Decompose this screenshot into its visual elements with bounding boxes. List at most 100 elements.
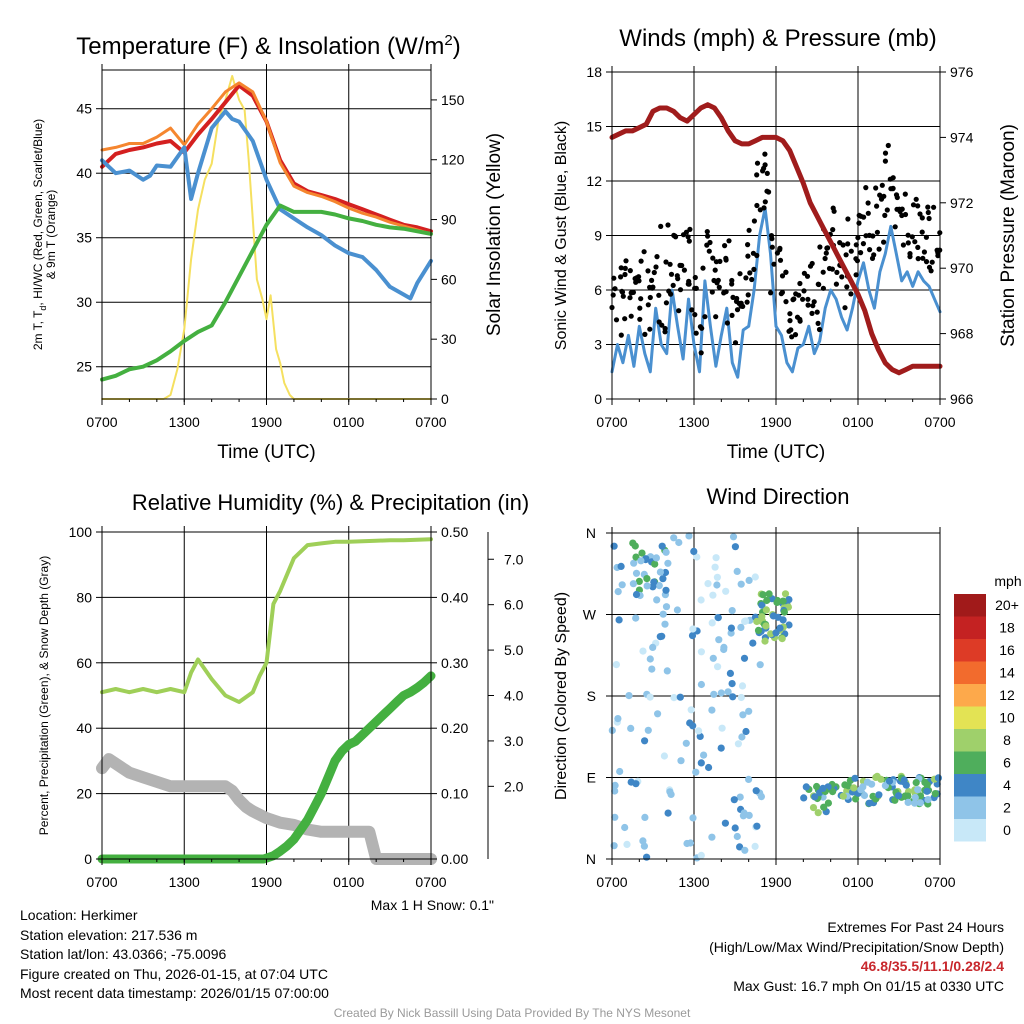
gust-point (659, 322, 665, 328)
temp-xtick-label: 0700 (86, 414, 117, 430)
gust-point (867, 247, 873, 253)
wdir-point (753, 617, 761, 626)
gust-point (884, 207, 890, 213)
wdir-grid (612, 533, 940, 859)
wdir-point (742, 617, 750, 625)
temp-ytick-right-label: 120 (441, 152, 465, 168)
gust-point (685, 234, 691, 240)
gust-point (909, 234, 915, 240)
gust-point (645, 302, 651, 308)
max-snow-note: Max 1 H Snow: 0.1" (370, 897, 494, 913)
wdir-point (689, 722, 697, 730)
temp-ytick-right-label: 90 (441, 212, 457, 228)
winds-ylabel-right: Station Pressure (Maroon) (998, 124, 1019, 347)
gust-point (881, 239, 887, 245)
gust-point (833, 281, 840, 287)
wdir-point (785, 596, 793, 604)
wdir-point (643, 575, 651, 583)
wdir-point (781, 590, 790, 598)
gust-point (667, 261, 673, 267)
gust-point (923, 259, 930, 265)
wdir-point (639, 837, 647, 845)
temp-title-end: ) (453, 33, 461, 60)
gust-point (729, 281, 735, 287)
wdir-point (904, 798, 912, 807)
gust-point (900, 242, 907, 248)
wdir-point (632, 614, 640, 622)
gust-point (899, 206, 905, 212)
gust-point (762, 199, 768, 205)
wdir-point (617, 562, 625, 571)
gust-point (792, 332, 799, 338)
gust-point (877, 192, 883, 198)
wdir-point (689, 625, 697, 633)
gust-point (627, 268, 633, 274)
wdir-point (759, 591, 767, 599)
gust-point (677, 287, 684, 293)
gust-point (734, 307, 741, 313)
temp-2m-td-line (100, 203, 433, 382)
wdir-point (676, 693, 684, 701)
wdir-point (737, 623, 745, 632)
wdir-ytick-label: W (583, 607, 597, 623)
temp-title-text: Temperature (F) & Insolation (W/m (76, 33, 444, 60)
legend-label: 18 (999, 620, 1015, 636)
gust-point (692, 312, 698, 318)
legend-swatch (954, 796, 986, 819)
winds-ytick-right-label: 972 (950, 195, 974, 211)
wdir-point (761, 637, 769, 645)
gust-point (744, 299, 750, 305)
gust-point (771, 261, 777, 267)
wdir-point (659, 575, 667, 583)
winds-ytick-label: 3 (594, 337, 602, 353)
gust-point (766, 189, 772, 195)
gust-point (854, 258, 861, 264)
gust-point (618, 265, 624, 271)
gust-point (790, 297, 796, 303)
wdir-point (713, 573, 722, 581)
gust-point (817, 244, 823, 250)
wdir-point (737, 580, 745, 588)
wdir-point (638, 549, 646, 557)
gust-point (670, 282, 676, 288)
temp-ylabel-part: 2m T, T (31, 310, 45, 350)
wdir-point (705, 763, 713, 772)
gust-point (853, 242, 859, 248)
gust-point (668, 271, 675, 277)
rh-xtick-label: 1900 (251, 874, 282, 890)
gust-point (642, 331, 648, 337)
wdir-point (912, 779, 920, 787)
gust-point (810, 303, 816, 309)
wdir-point (712, 554, 720, 562)
wdir-point (754, 626, 763, 635)
gust-point (878, 196, 885, 202)
wdir-point (641, 813, 649, 822)
wdir-point (839, 792, 847, 800)
winds-ytick-label: 6 (594, 282, 602, 298)
wdir-ytick-label: N (586, 525, 596, 541)
gust-point (764, 170, 770, 176)
gust-point (919, 229, 925, 235)
legend-swatch (954, 774, 986, 797)
gust-point (665, 222, 671, 228)
wdir-point (623, 840, 631, 849)
elevation-text: Station elevation: 217.536 m (20, 926, 198, 943)
gust-point (745, 242, 751, 248)
gust-point (779, 273, 786, 279)
wdir-point (729, 693, 737, 701)
gust-point (923, 234, 930, 240)
gust-point (890, 175, 896, 181)
gust-point (858, 250, 864, 256)
temp-ytick-right-label: 30 (441, 331, 457, 347)
gust-point (807, 263, 814, 269)
rh-snow-tick-label: 2.0 (504, 778, 524, 794)
temp-wind-chill-line (100, 109, 433, 301)
wdir-point (731, 824, 739, 832)
wdir-point (841, 781, 849, 789)
rh-snow-tick-label: 7.0 (504, 551, 524, 567)
legend-label: 8 (1003, 732, 1011, 748)
rh-xtick-label: 1300 (169, 874, 200, 890)
winds-pressure-line (609, 102, 943, 376)
wdir-point (762, 606, 771, 614)
wdir-point (829, 788, 837, 796)
